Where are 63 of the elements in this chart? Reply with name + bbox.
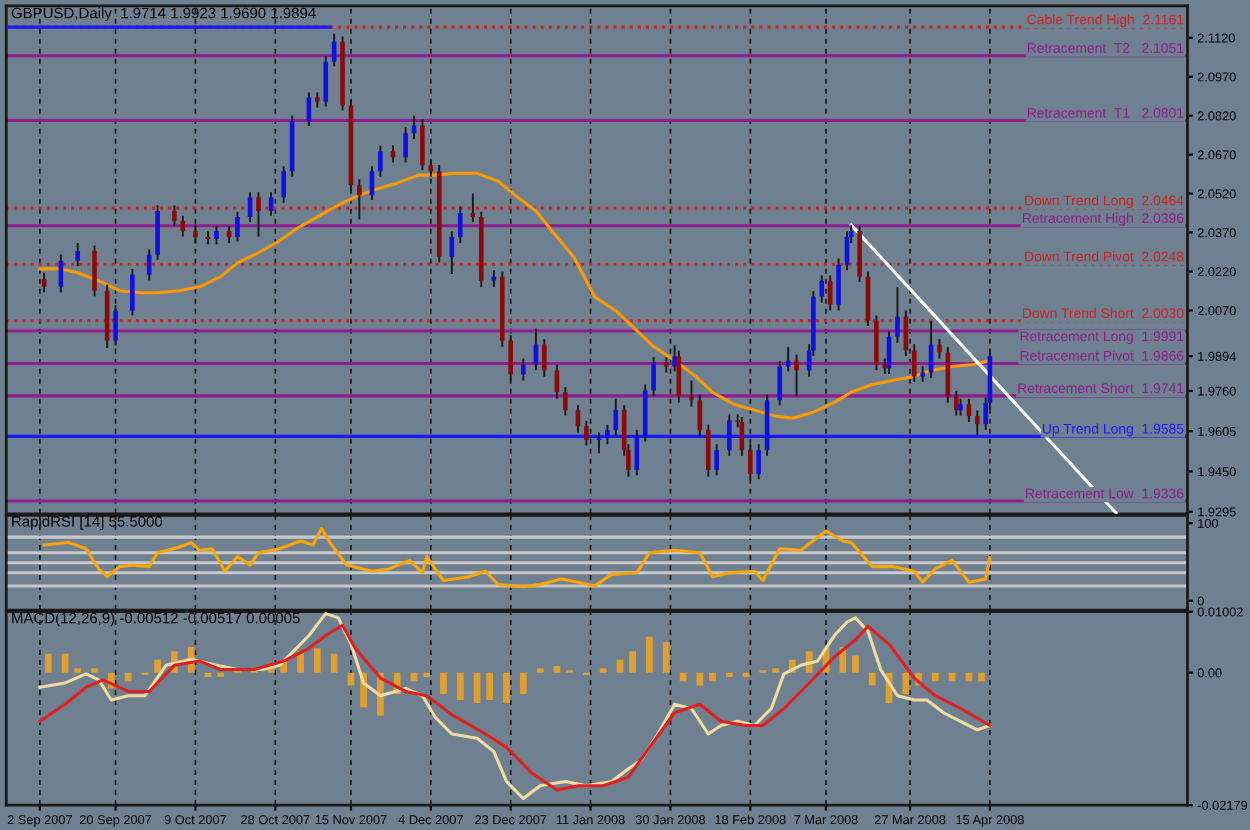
candlestick: [281, 165, 287, 204]
bar: [456, 672, 464, 700]
candlestick: [323, 54, 329, 108]
candlestick: [642, 383, 648, 443]
candlestick: [180, 214, 186, 238]
candlestick: [357, 178, 362, 221]
bar: [486, 672, 494, 700]
candlestick: [92, 244, 97, 298]
candlestick: [563, 386, 568, 417]
candlestick: [714, 443, 719, 477]
bar: [61, 653, 69, 673]
line-series: [42, 527, 992, 589]
candlestick: [895, 286, 900, 344]
bar: [154, 659, 161, 673]
candlestick: [777, 360, 783, 407]
bar: [503, 672, 510, 704]
candlestick: [975, 409, 980, 437]
bar: [330, 653, 338, 673]
bar: [852, 655, 859, 673]
candlestick: [420, 118, 425, 172]
bar: [629, 651, 636, 673]
candlestick: [857, 225, 862, 283]
candlestick: [605, 423, 610, 446]
candlestick: [836, 257, 841, 312]
candlestick: [596, 431, 602, 455]
bar: [931, 672, 939, 682]
line-series: [38, 171, 992, 420]
candlestick: [521, 357, 526, 382]
candlestick: [155, 204, 160, 261]
candlestick: [705, 423, 711, 478]
candlestick: [689, 379, 694, 408]
candlestick: [953, 389, 959, 417]
candlestick: [794, 353, 799, 398]
candlestick: [937, 338, 942, 360]
bar: [313, 648, 321, 673]
bar: [440, 672, 447, 694]
bar: [616, 659, 624, 673]
candlestick: [726, 413, 732, 457]
candlestick: [634, 428, 640, 477]
bar: [868, 672, 876, 686]
candlestick: [613, 397, 619, 437]
bar: [978, 672, 985, 682]
bar: [662, 642, 670, 673]
candlestick: [457, 205, 463, 244]
bar: [44, 653, 52, 673]
candlestick: [542, 338, 547, 378]
candlestick: [756, 443, 762, 481]
candlestick: [214, 225, 219, 246]
candlestick: [235, 210, 240, 243]
bar: [709, 672, 716, 682]
candlestick: [403, 126, 408, 164]
candlestick: [130, 267, 135, 317]
candlestick: [651, 356, 656, 398]
bar: [519, 672, 527, 694]
bar: [553, 665, 561, 673]
candlestick: [256, 191, 261, 238]
candlestick: [172, 204, 177, 227]
bar: [902, 672, 910, 694]
bar: [124, 672, 132, 682]
bar: [646, 636, 653, 673]
candlestick: [378, 144, 383, 178]
candlestick: [75, 241, 81, 268]
candlestick: [874, 314, 879, 372]
